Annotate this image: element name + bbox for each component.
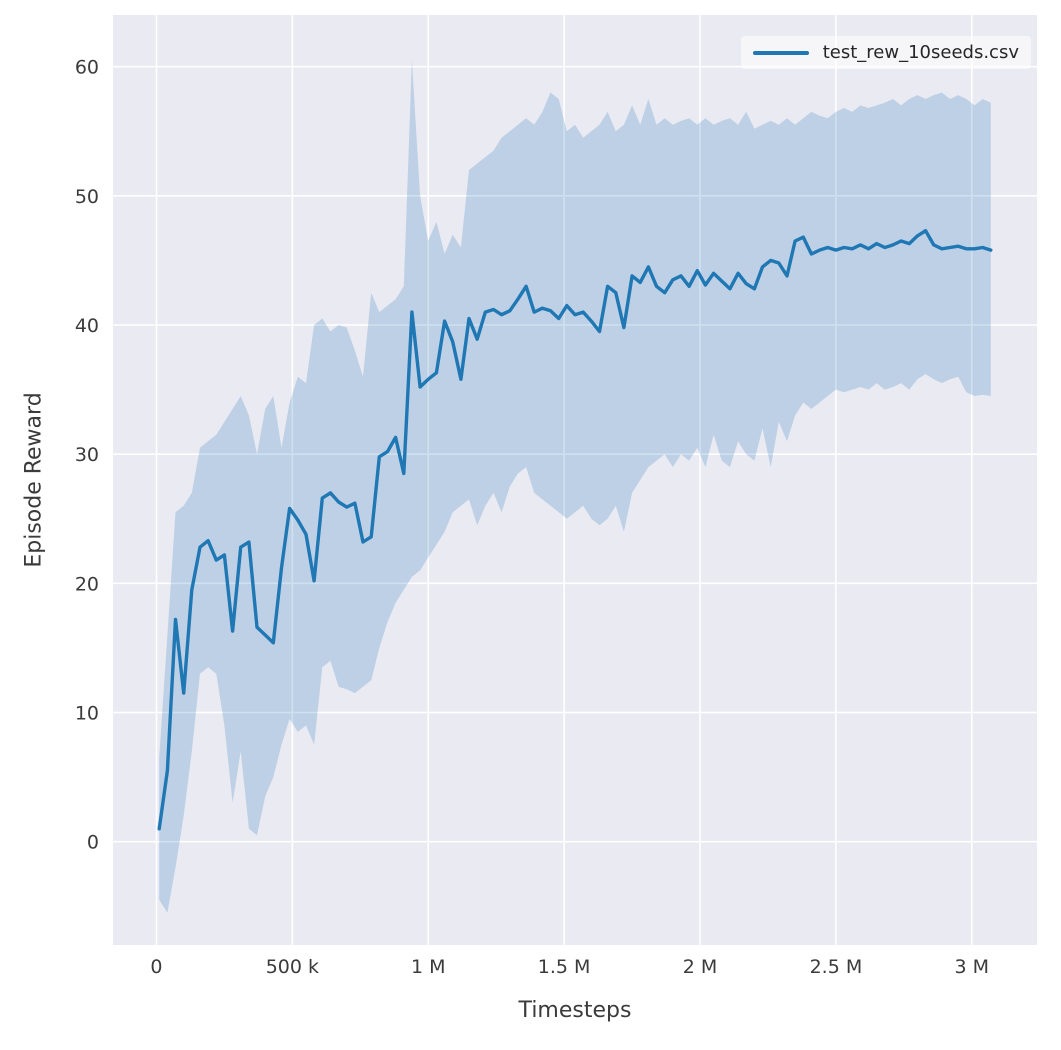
x-tick-label: 1.5 M (538, 956, 591, 978)
legend: test_rew_10seeds.csv (740, 36, 1031, 69)
x-tick-label: 1 M (411, 956, 446, 978)
x-axis-label: Timesteps (518, 998, 632, 1023)
y-tick-label: 50 (75, 186, 99, 208)
y-tick-label: 40 (75, 315, 99, 337)
y-tick-label: 20 (75, 573, 99, 595)
legend-line-swatch (752, 50, 809, 55)
y-tick-label: 10 (75, 703, 99, 725)
y-axis-label: Episode Reward (21, 392, 47, 568)
confidence-band (159, 60, 991, 913)
x-tick-label: 0 (150, 956, 162, 978)
x-tick-label: 2.5 M (810, 956, 863, 978)
x-tick-label: 3 M (955, 956, 990, 978)
x-tick-label: 2 M (683, 956, 718, 978)
plot-area (113, 15, 1037, 945)
y-tick-label: 0 (87, 832, 99, 854)
y-tick-label: 30 (75, 444, 99, 466)
mean-line (157, 229, 993, 831)
x-tick-label: 500 k (266, 956, 319, 978)
y-tick-label: 60 (75, 57, 99, 79)
legend-label: test_rew_10seeds.csv (822, 42, 1019, 63)
